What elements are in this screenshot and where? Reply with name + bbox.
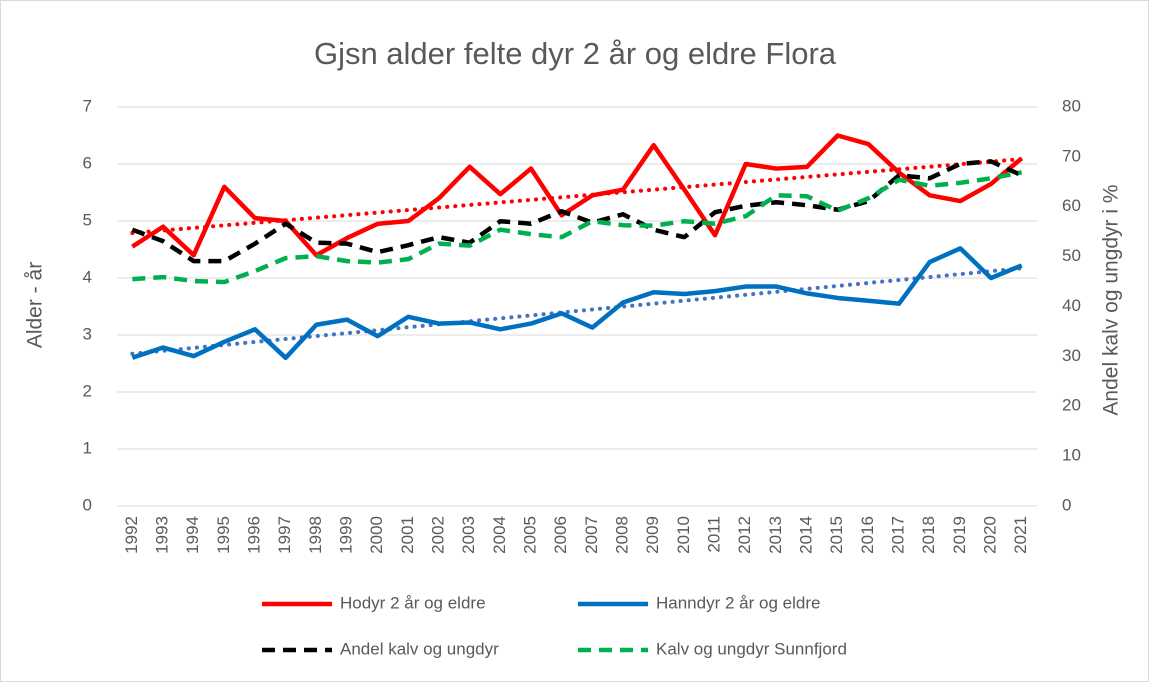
x-tick-label: 2005 — [520, 516, 539, 554]
y2-tick-label: 80 — [1062, 96, 1081, 115]
y-tick-label: 5 — [83, 210, 92, 229]
y-axis-label: Alder - år — [24, 262, 47, 348]
y2-tick-label: 70 — [1062, 146, 1081, 165]
x-tick-label: 2021 — [1011, 516, 1030, 554]
x-tick-label: 1999 — [336, 516, 355, 554]
y-tick-label: 0 — [83, 495, 92, 514]
x-tick-label: 1997 — [275, 516, 294, 554]
x-tick-label: 2014 — [796, 516, 815, 554]
x-tick-label: 2020 — [980, 516, 999, 554]
y2-tick-label: 60 — [1062, 196, 1081, 215]
x-tick-label: 2008 — [612, 516, 631, 554]
x-tick-label: 2003 — [459, 516, 478, 554]
series-line — [131, 133, 1024, 258]
x-tick-label: 2011 — [704, 516, 723, 553]
x-tick-label: 2012 — [735, 516, 754, 554]
x-tick-label: 2015 — [827, 516, 846, 554]
y-tick-label: 6 — [83, 153, 92, 172]
y-tick-label: 4 — [83, 267, 92, 286]
y2-tick-label: 10 — [1062, 446, 1081, 465]
legend-label: Hodyr 2 år og eldre — [340, 593, 486, 612]
x-tick-label: 2019 — [950, 516, 969, 554]
legend-label: Kalv og ungdyr Sunnfjord — [656, 639, 847, 658]
trend-line — [130, 157, 1024, 235]
y2-tick-label: 50 — [1062, 246, 1081, 265]
x-tick-label: 2004 — [490, 516, 509, 554]
series-line — [132, 170, 1023, 285]
x-tick-label: 2001 — [398, 516, 417, 554]
x-tick-label: 2010 — [674, 516, 693, 554]
x-tick-label: 2018 — [919, 516, 938, 554]
x-tick-label: 2006 — [551, 516, 570, 554]
legend-label: Andel kalv og ungdyr — [340, 639, 499, 658]
series-line — [131, 246, 1023, 361]
y-tick-label: 1 — [83, 438, 92, 457]
x-tick-label: 1993 — [152, 516, 171, 554]
x-tick-label: 2000 — [367, 516, 386, 554]
series-line — [131, 159, 1023, 264]
x-tick-label: 2013 — [766, 516, 785, 554]
x-tick-label: 1992 — [122, 516, 141, 554]
y-tick-label: 2 — [83, 381, 92, 400]
x-tick-label: 1996 — [244, 516, 263, 554]
y-tick-label: 7 — [83, 96, 92, 115]
trend-line — [130, 266, 1024, 356]
x-tick-label: 1995 — [214, 516, 233, 554]
y-tick-label: 3 — [83, 324, 92, 343]
x-tick-label: 2009 — [643, 516, 662, 554]
y2-tick-label: 0 — [1062, 495, 1071, 514]
y2-tick-label: 40 — [1062, 296, 1081, 315]
x-tick-label: 2017 — [888, 516, 907, 554]
x-tick-label: 1994 — [183, 516, 202, 554]
legend-label: Hanndyr 2 år og eldre — [656, 593, 820, 612]
y2-tick-label: 20 — [1062, 396, 1081, 415]
x-tick-label: 2002 — [428, 516, 447, 554]
x-tick-label: 2016 — [858, 516, 877, 554]
x-tick-label: 2007 — [582, 516, 601, 554]
y2-tick-label: 30 — [1062, 346, 1081, 365]
y2-axis-label: Andel kalv og ungdyr i % — [1100, 184, 1123, 415]
chart-title: Gjsn alder felte dyr 2 år og eldre Flora — [314, 36, 837, 71]
x-tick-label: 1998 — [306, 516, 325, 554]
